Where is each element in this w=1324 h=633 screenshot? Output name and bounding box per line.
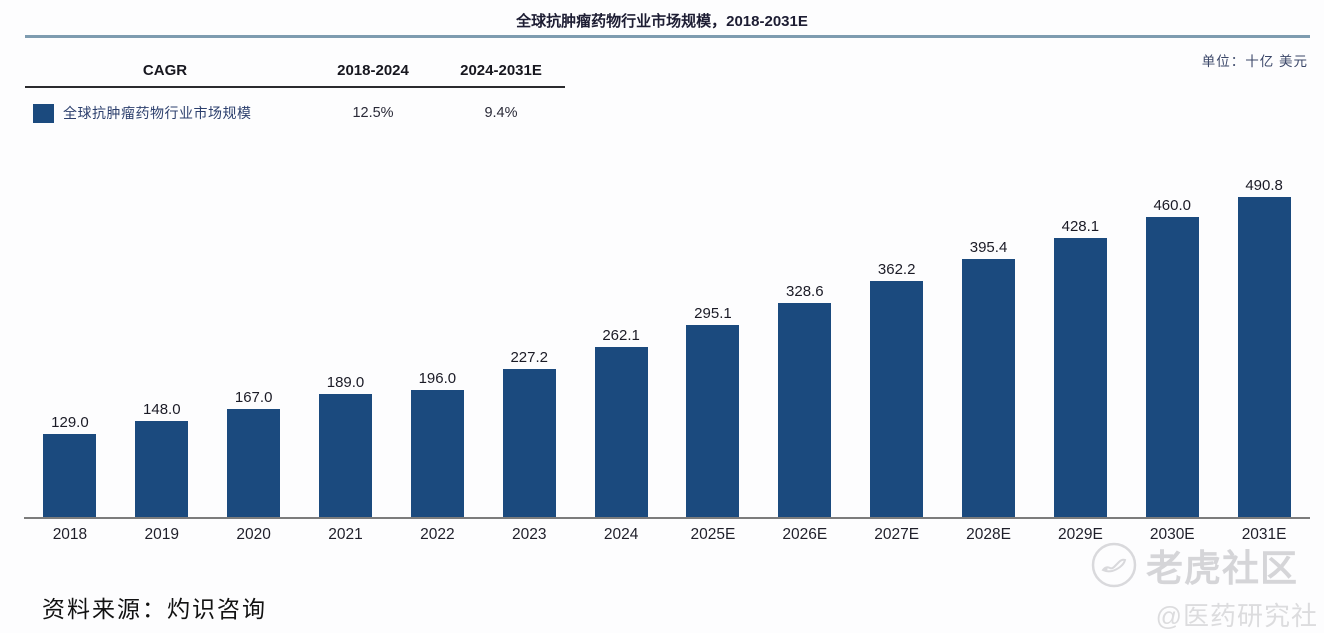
bar-column: 227.2 (483, 160, 575, 518)
bar (778, 303, 832, 518)
cagr-value-2024-2031e: 9.4% (484, 105, 518, 121)
bar-column: 167.0 (208, 160, 300, 518)
bar (1053, 238, 1107, 518)
bar (686, 325, 740, 518)
cagr-table-divider (25, 86, 565, 88)
bar-column: 262.1 (575, 160, 667, 518)
bar-chart: 129.0 148.0 167.0 189.0 196.0 227.2 262.1 295.1… (24, 160, 1310, 518)
x-axis-tick-label: 2027E (874, 526, 920, 543)
cagr-header: CAGR (142, 62, 188, 79)
bar-value-label: 295.1 (694, 305, 732, 322)
bar-value-label: 227.2 (510, 349, 548, 366)
bar-value-label: 460.0 (1153, 197, 1192, 214)
watermark-handle: @医药研究社 (1155, 601, 1318, 631)
bar (410, 390, 464, 518)
cagr-period-1-header: 2018-2024 (337, 62, 409, 79)
x-axis-tick-label: 2018 (52, 526, 88, 543)
bar-column: 362.2 (851, 160, 943, 518)
bar-column: 460.0 (1126, 160, 1218, 518)
legend-row: 全球抗肿瘤药物行业市场规模 (33, 103, 252, 123)
bar-value-label: 395.4 (969, 239, 1008, 256)
bar-value-label: 167.0 (234, 389, 273, 406)
bar (43, 434, 97, 518)
legend-label: 全球抗肿瘤药物行业市场规模 (63, 105, 252, 121)
bar (135, 421, 189, 518)
x-axis-tick-label: 2029E (1057, 526, 1103, 543)
bar (1145, 217, 1199, 518)
bar-column: 295.1 (667, 160, 759, 518)
source-note: 资料来源：灼识咨询 (42, 597, 267, 622)
bar (227, 409, 281, 518)
bar-value-label: 490.8 (1245, 177, 1283, 194)
x-axis-tick-label: 2021 (328, 526, 363, 543)
bar-value-label: 428.1 (1061, 218, 1100, 235)
x-axis-tick-label: 2019 (144, 526, 180, 543)
bar-value-label: 148.0 (143, 401, 181, 418)
x-axis-tick-label: 2024 (603, 526, 639, 543)
bar-column: 129.0 (24, 160, 116, 518)
x-axis-tick-label: 2031E (1241, 526, 1287, 543)
bar (502, 369, 556, 518)
bar (1237, 197, 1291, 518)
bar (870, 281, 924, 518)
legend-swatch (33, 103, 54, 123)
x-axis-tick-label: 2022 (420, 526, 455, 543)
x-axis-tick-label: 2026E (782, 526, 828, 543)
bar-column: 148.0 (116, 160, 208, 518)
x-axis-tick-label: 2025E (690, 526, 736, 543)
bar (319, 394, 372, 518)
bar-value-label: 328.6 (786, 283, 824, 300)
bar-column: 196.0 (391, 160, 483, 518)
watermark-brand: 老虎社区 (1146, 548, 1298, 589)
bar-value-label: 262.1 (602, 327, 640, 344)
bar-value-label: 189.0 (326, 374, 365, 391)
bar-column: 490.8 (1218, 160, 1310, 518)
cagr-period-2-header: 2024-2031E (460, 62, 542, 79)
x-axis-tick-label: 2028E (966, 526, 1011, 543)
bar (594, 347, 648, 518)
cagr-value-2018-2024: 12.5% (352, 105, 394, 121)
tiger-circle-icon (1091, 542, 1137, 588)
title-underline (25, 35, 1310, 38)
x-axis-labels: 2018 2019 2020 2021 2022 2023 2024 2025E 2026E 20… (24, 526, 1310, 544)
x-axis-line (24, 517, 1310, 519)
watermark: 老虎社区 @医药研究社 (1090, 538, 1320, 633)
unit-label: 单位：十亿 美元 (1201, 54, 1308, 69)
bar-column: 189.0 (300, 160, 392, 518)
bar-value-label: 196.0 (418, 370, 457, 387)
bar-value-label: 129.0 (51, 414, 89, 431)
x-axis-tick-label: 2020 (236, 526, 271, 543)
x-axis-tick-label: 2030E (1149, 526, 1195, 543)
bar-value-label: 362.2 (877, 261, 916, 278)
x-axis-tick-label: 2023 (511, 526, 547, 543)
page-title: 全球抗肿瘤药物行业市场规模，2018-2031E (516, 13, 808, 30)
bar-column: 428.1 (1034, 160, 1126, 518)
bar-column: 395.4 (943, 160, 1035, 518)
bar (962, 259, 1016, 518)
bar-column: 328.6 (759, 160, 851, 518)
